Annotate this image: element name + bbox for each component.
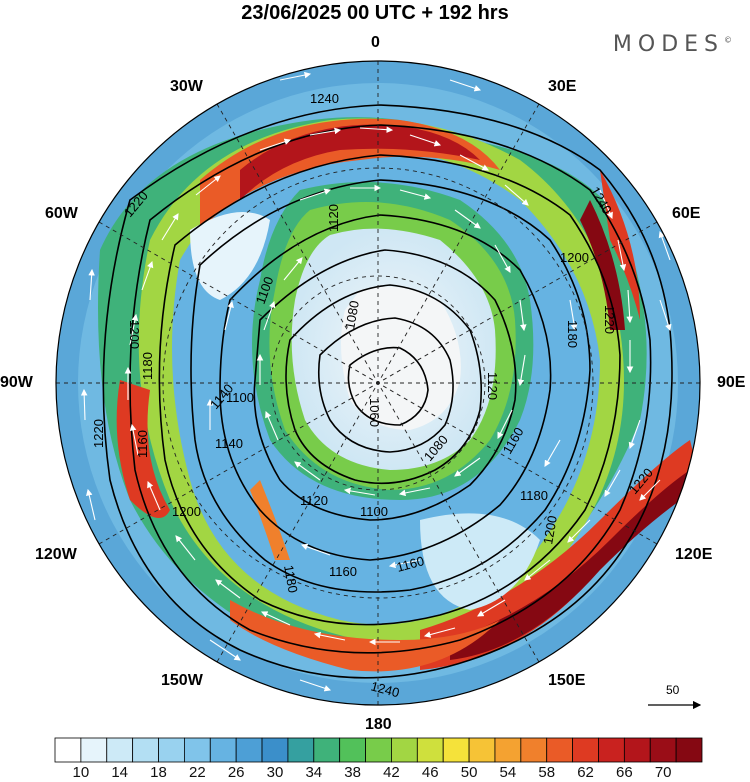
lon-label-180: 180	[365, 716, 392, 733]
graticule	[56, 61, 700, 705]
lon-label-150w: 150W	[161, 672, 203, 689]
brand-mark: ©	[724, 35, 732, 45]
colorbar-swatch	[520, 737, 548, 763]
wind-speed-field	[56, 61, 700, 705]
lon-label-60w: 60W	[45, 205, 78, 222]
colorbar-tick-label: 54	[499, 764, 517, 781]
colorbar-tick-label: 34	[305, 764, 323, 781]
colorbar-tick-label: 22	[188, 764, 206, 781]
contour-label: 1160	[395, 553, 426, 575]
contour-labels: 1240 1240 1220 1220 1220 1200 1200 1180 …	[91, 91, 656, 700]
colorbar-swatch	[365, 737, 392, 763]
contour-label: 1240	[310, 91, 339, 106]
geopotential-contours	[102, 104, 673, 679]
contour-label: 1200	[172, 504, 201, 519]
contour-label: 1200	[540, 514, 560, 545]
lon-label-0: 0	[371, 34, 380, 51]
colorbar-tick-label: 62	[577, 764, 594, 781]
brand-text: MODES	[612, 32, 724, 57]
colorbar-swatch	[623, 737, 651, 763]
contour-label: 1200	[560, 250, 589, 265]
colorbar-swatch	[649, 737, 677, 763]
contour-label: 1120	[326, 204, 341, 232]
contour-label: 1140	[215, 436, 243, 451]
reference-vector-label: 50	[666, 683, 680, 697]
lon-label-90e: 90E	[717, 374, 746, 391]
colorbar-swatch	[80, 737, 108, 763]
colorbar-swatch	[106, 737, 134, 763]
colorbar-swatch	[158, 737, 185, 763]
colorbar-swatch	[468, 737, 496, 763]
colorbar-swatch	[339, 737, 366, 763]
contour-label: 1100	[360, 504, 388, 519]
colorbar-swatch	[287, 737, 315, 763]
colorbar-tick-label: 18	[150, 764, 167, 781]
lon-label-150e: 150E	[548, 672, 586, 689]
contour-label: 1180	[140, 352, 155, 380]
colorbar-tick-label: 26	[227, 764, 245, 781]
colorbar-swatch	[494, 737, 522, 763]
modes-logo: MODES©	[613, 32, 732, 57]
colorbar-swatch	[313, 737, 341, 763]
contour-label: 1200	[127, 320, 142, 349]
contour-label: 1120	[300, 493, 328, 508]
lon-label-120e: 120E	[675, 546, 713, 563]
colorbar-swatch	[546, 737, 573, 763]
colorbar-tick-label: 30	[266, 764, 284, 781]
colorbar-tick-label: 38	[344, 764, 361, 781]
lon-label-60e: 60E	[672, 205, 701, 222]
contour-label: 1120	[485, 372, 500, 400]
colorbar-tick-label: 50	[460, 764, 478, 781]
lon-label-90w: 90W	[0, 374, 33, 391]
contour-label: 1160	[329, 564, 357, 579]
colorbar-swatch	[54, 737, 82, 763]
contour-label: 1080	[342, 299, 362, 330]
contour-label: 1180	[565, 320, 580, 348]
colorbar	[54, 737, 703, 763]
contour-label: 1100	[226, 390, 254, 405]
colorbar-tick-label: 70	[654, 764, 672, 781]
colorbar-tick-label: 42	[383, 764, 400, 781]
colorbar-tick-label: 58	[538, 764, 556, 781]
lon-label-30w: 30W	[170, 78, 203, 95]
colorbar-swatch	[416, 737, 444, 763]
colorbar-swatch	[261, 737, 289, 763]
contour-label: 1220	[91, 419, 106, 448]
map-border	[55, 60, 701, 706]
lon-label-30e: 30E	[548, 78, 577, 95]
colorbar-swatch	[572, 737, 599, 763]
colorbar-swatch	[391, 737, 418, 763]
colorbar-swatch	[132, 737, 159, 763]
colorbar-tick-label: 14	[111, 764, 129, 781]
colorbar-swatch	[442, 737, 470, 763]
contour-label: 1240	[369, 678, 401, 700]
contour-label: 1220	[602, 305, 617, 334]
colorbar-tick-label: 66	[616, 764, 633, 781]
colorbar-swatch	[675, 737, 703, 763]
colorbar-swatch	[209, 737, 237, 763]
wind-vectors	[80, 71, 672, 692]
contour-label: 1180	[520, 488, 548, 503]
colorbar-tick-label: 46	[421, 764, 439, 781]
colorbar-swatch	[598, 737, 625, 763]
chart-title: 23/06/2025 00 UTC + 192 hrs	[241, 2, 509, 24]
colorbar-tick-label: 10	[72, 764, 90, 781]
lon-label-120w: 120W	[35, 546, 77, 563]
colorbar-swatch	[235, 737, 263, 763]
contour-label: 1180	[281, 564, 301, 594]
colorbar-swatch	[183, 737, 211, 763]
contour-label: 1160	[135, 430, 150, 458]
contour-label: 1060	[367, 398, 382, 427]
